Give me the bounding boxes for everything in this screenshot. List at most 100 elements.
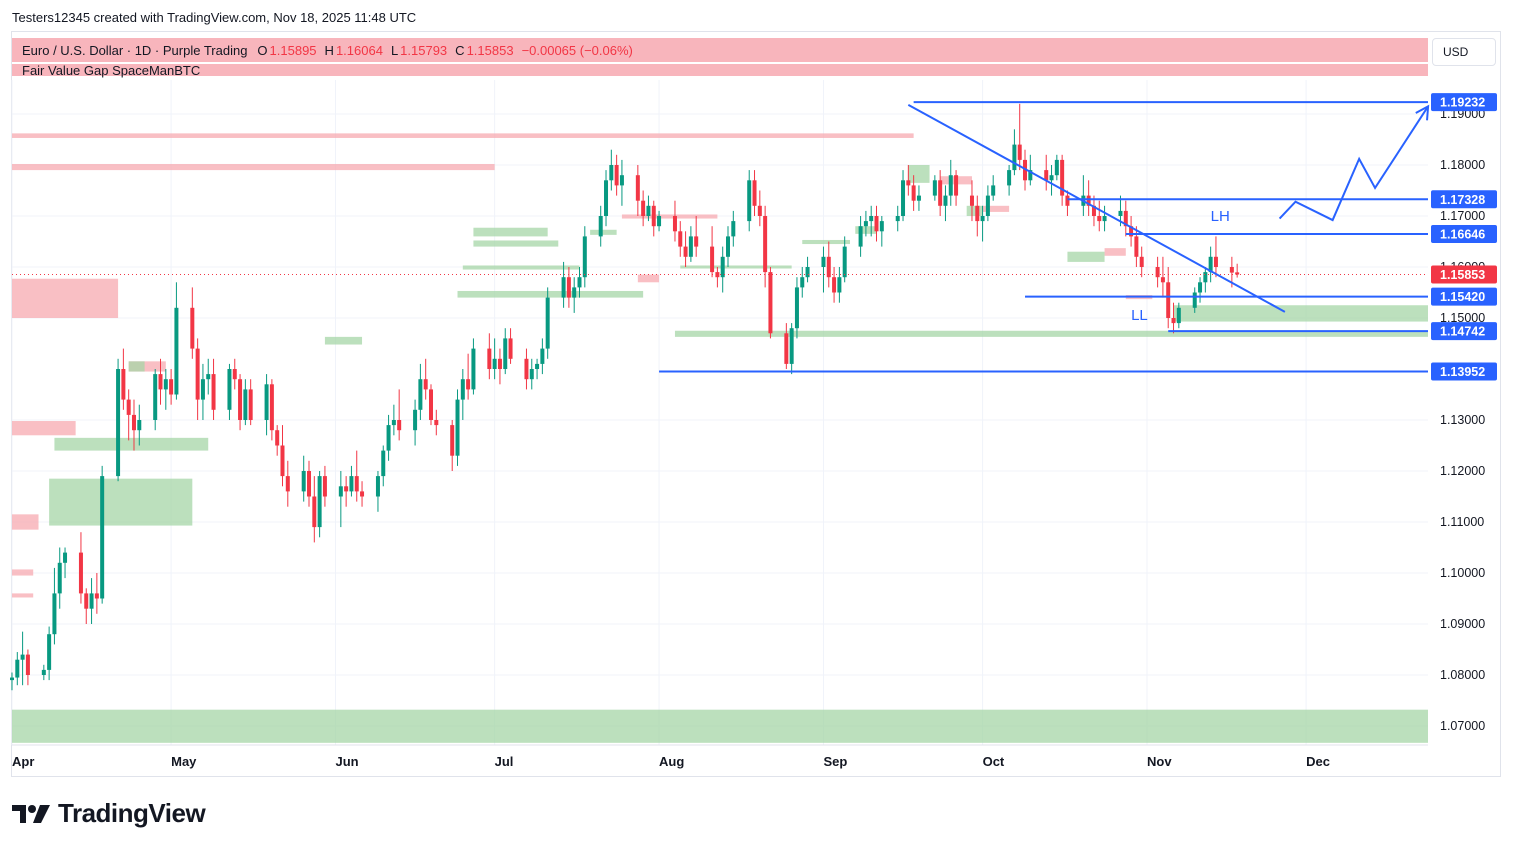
candle (524, 348, 529, 390)
candle-body (206, 374, 211, 380)
candle (471, 338, 476, 395)
candle (577, 267, 582, 298)
symbol-name[interactable]: Euro / U.S. Dollar · 1D · Purple Trading (22, 42, 248, 58)
candle-body (25, 654, 30, 675)
candle-body (301, 471, 306, 492)
lower-high-annotation: LH (1211, 208, 1230, 225)
tradingview-logo[interactable]: TradingView (12, 798, 206, 829)
candle-body (826, 256, 831, 278)
candle (206, 358, 211, 395)
candle-body (190, 307, 195, 349)
bullish-fvg-zone (12, 709, 1428, 743)
candle-body (863, 221, 868, 227)
candle-body (338, 486, 343, 497)
candle (582, 226, 587, 288)
candle (211, 358, 216, 420)
candle-body (1229, 267, 1234, 273)
candle-body (1028, 170, 1033, 181)
candle-body (169, 379, 174, 395)
candle-body (1155, 267, 1160, 278)
fair-value-gap-zones (12, 133, 1428, 743)
candle (566, 267, 571, 308)
change-value: −0.00065 (−0.06%) (521, 42, 633, 58)
candle-body (651, 205, 656, 227)
candle-body (1192, 292, 1197, 308)
tradingview-logo-text: TradingView (58, 798, 206, 828)
candle-body (635, 175, 640, 201)
candle-body (232, 369, 237, 380)
candle (264, 374, 269, 436)
candle-body (211, 374, 216, 410)
descending-trendline (907, 103, 1286, 313)
candle (710, 226, 715, 278)
candle-body (720, 256, 725, 278)
bullish-fvg-zone (473, 240, 559, 247)
candle (200, 363, 205, 420)
candle-body (1213, 256, 1218, 267)
bullish-fvg-zone (462, 265, 580, 270)
candle (975, 195, 980, 237)
candle-body (932, 180, 937, 196)
candle (428, 384, 433, 426)
candle-body (41, 669, 46, 675)
candle (137, 404, 142, 446)
candle (869, 205, 874, 237)
currency-button[interactable]: USD (1432, 38, 1496, 66)
price-level-label: 1.13952 (1431, 362, 1497, 381)
candle (540, 338, 545, 375)
candle-body (943, 195, 948, 206)
candle-body (540, 348, 545, 364)
candle-body (980, 216, 985, 222)
candle-body (752, 180, 757, 206)
price-axis-tick-label: 1.17000 (1440, 209, 1485, 223)
candle-body (131, 414, 136, 431)
candle (726, 226, 731, 267)
candle-body (322, 476, 327, 497)
price-level-lines (659, 101, 1428, 373)
candle (832, 267, 837, 303)
price-level-label-text: 1.14742 (1440, 325, 1485, 339)
candle (153, 369, 158, 431)
candle-body (264, 384, 269, 420)
candle-body (63, 552, 68, 563)
candle-body (450, 425, 455, 456)
candle-body (137, 420, 142, 431)
candle (338, 471, 343, 528)
candle (1166, 267, 1171, 329)
candle-body (524, 358, 529, 380)
candle (285, 460, 290, 507)
candle-body (566, 277, 571, 298)
candle (678, 221, 683, 257)
bullish-fvg-zone (680, 265, 792, 269)
candle (47, 626, 52, 681)
indicator-name[interactable]: Fair Value Gap SpaceManBTC (22, 63, 201, 78)
candle (1160, 256, 1165, 298)
candle (322, 465, 327, 507)
candle (349, 465, 354, 497)
candle-body (784, 333, 789, 364)
candle-body (646, 205, 651, 216)
candle (381, 445, 386, 487)
candle-body (1208, 256, 1213, 273)
candle (1012, 129, 1017, 176)
candle (938, 170, 943, 216)
candle (1044, 154, 1049, 191)
candle (174, 282, 179, 400)
bearish-fvg-zone (12, 133, 914, 138)
candle-body (57, 562, 62, 594)
candle (460, 369, 465, 420)
candle (1028, 154, 1033, 186)
candle-body (418, 379, 423, 410)
time-axis-tick-label: Jul (495, 754, 514, 769)
candle (604, 170, 609, 227)
candle-body (869, 216, 874, 222)
candle-body (577, 277, 582, 288)
candle (1155, 256, 1160, 288)
price-axis-tick-label: 1.13000 (1440, 413, 1485, 427)
bullish-fvg-zone (802, 239, 850, 245)
price-level-label: 1.16646 (1431, 225, 1497, 244)
candle (906, 165, 911, 196)
candle-body (694, 236, 699, 247)
candle-body (317, 476, 322, 528)
